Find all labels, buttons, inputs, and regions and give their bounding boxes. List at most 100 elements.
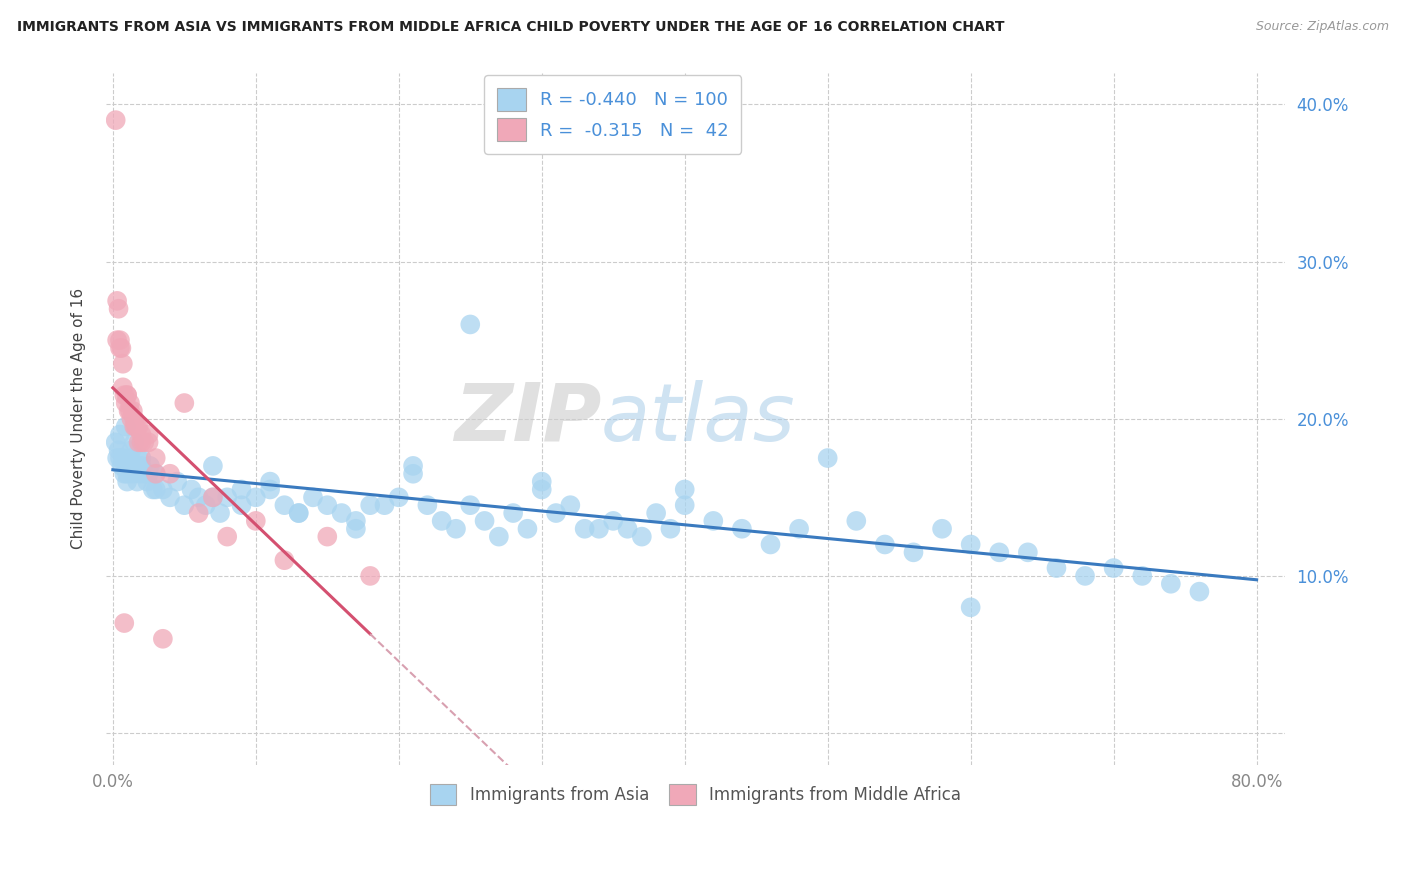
Point [402, 467, 425, 481]
Point [124, 458, 146, 473]
Point [502, 506, 524, 520]
Point [488, 530, 510, 544]
Point [166, 475, 188, 489]
Point [201, 491, 224, 505]
Point [159, 467, 181, 481]
Point [124, 435, 146, 450]
Point [273, 553, 295, 567]
Point [121, 404, 143, 418]
Point [131, 427, 153, 442]
Point [134, 467, 156, 481]
Point [115, 475, 138, 489]
Text: Source: ZipAtlas.com: Source: ZipAtlas.com [1256, 20, 1389, 33]
Point [516, 522, 538, 536]
Point [129, 467, 152, 481]
Point [245, 491, 267, 505]
Y-axis label: Child Poverty Under the Age of 16: Child Poverty Under the Age of 16 [72, 288, 86, 549]
Point [180, 483, 202, 497]
Point [245, 514, 267, 528]
Point [759, 537, 782, 551]
Point [1045, 561, 1067, 575]
Point [231, 498, 253, 512]
Point [1074, 569, 1097, 583]
Point [107, 443, 129, 458]
Point [201, 491, 224, 505]
Point [142, 483, 165, 497]
Point [127, 419, 149, 434]
Point [845, 514, 868, 528]
Point [444, 522, 467, 536]
Point [145, 467, 167, 481]
Point [110, 458, 132, 473]
Point [530, 475, 553, 489]
Point [125, 419, 148, 434]
Point [138, 467, 160, 481]
Point [117, 404, 139, 418]
Point [108, 341, 131, 355]
Point [120, 411, 142, 425]
Point [108, 333, 131, 347]
Point [131, 435, 153, 450]
Point [108, 427, 131, 442]
Point [302, 491, 325, 505]
Point [616, 522, 638, 536]
Point [145, 450, 167, 465]
Point [105, 450, 128, 465]
Point [194, 498, 217, 512]
Point [110, 341, 132, 355]
Point [344, 522, 367, 536]
Point [118, 396, 141, 410]
Point [173, 396, 195, 410]
Point [359, 498, 381, 512]
Point [173, 498, 195, 512]
Point [931, 522, 953, 536]
Point [112, 616, 135, 631]
Point [107, 301, 129, 316]
Point [114, 419, 136, 434]
Point [152, 483, 174, 497]
Point [287, 506, 309, 520]
Point [139, 458, 162, 473]
Text: IMMIGRANTS FROM ASIA VS IMMIGRANTS FROM MIDDLE AFRICA CHILD POVERTY UNDER THE AG: IMMIGRANTS FROM ASIA VS IMMIGRANTS FROM … [17, 20, 1004, 34]
Point [359, 569, 381, 583]
Point [118, 404, 141, 418]
Point [659, 522, 682, 536]
Point [873, 537, 896, 551]
Point [817, 450, 839, 465]
Point [1017, 545, 1039, 559]
Point [217, 491, 239, 505]
Point [316, 530, 339, 544]
Point [259, 483, 281, 497]
Point [118, 450, 141, 465]
Point [988, 545, 1011, 559]
Point [111, 380, 134, 394]
Point [588, 522, 610, 536]
Point [127, 475, 149, 489]
Point [474, 514, 496, 528]
Point [787, 522, 810, 536]
Legend: Immigrants from Asia, Immigrants from Middle Africa: Immigrants from Asia, Immigrants from Mi… [420, 773, 972, 815]
Point [1102, 561, 1125, 575]
Point [138, 435, 160, 450]
Point [120, 443, 142, 458]
Point [124, 419, 146, 434]
Point [430, 514, 453, 528]
Point [159, 491, 181, 505]
Point [121, 467, 143, 481]
Point [959, 600, 981, 615]
Point [316, 498, 339, 512]
Point [330, 506, 353, 520]
Point [115, 388, 138, 402]
Point [114, 396, 136, 410]
Point [131, 450, 153, 465]
Point [125, 458, 148, 473]
Point [1188, 584, 1211, 599]
Point [108, 450, 131, 465]
Point [373, 498, 395, 512]
Point [131, 458, 153, 473]
Point [287, 506, 309, 520]
Point [231, 483, 253, 497]
Point [630, 530, 652, 544]
Point [187, 506, 209, 520]
Point [145, 483, 167, 497]
